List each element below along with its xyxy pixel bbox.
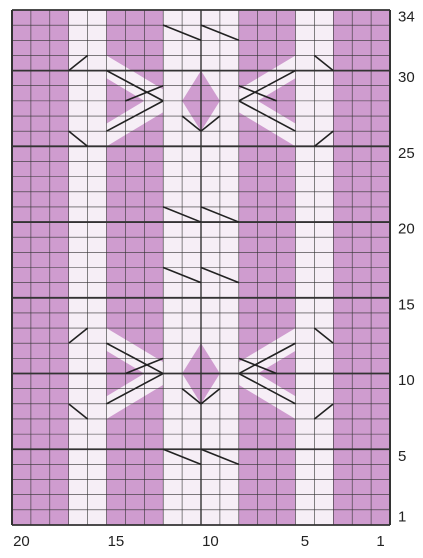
cable-stroke bbox=[200, 388, 221, 405]
cable-stroke bbox=[238, 372, 296, 405]
cable-stroke bbox=[313, 130, 334, 147]
cable-stroke bbox=[238, 342, 296, 375]
row-number: 30 bbox=[398, 69, 415, 86]
row-number: 10 bbox=[398, 372, 415, 389]
cable-stroke bbox=[68, 403, 89, 420]
row-number: 25 bbox=[398, 145, 415, 162]
cable-stroke bbox=[68, 130, 89, 147]
cable-stroke bbox=[200, 266, 240, 284]
column-number: 15 bbox=[108, 533, 125, 550]
column-number: 5 bbox=[301, 533, 309, 550]
cable-stroke bbox=[200, 24, 240, 42]
labels: 34 30 25 20 15 10 5 1 20 15 10 5 1 bbox=[13, 9, 415, 550]
column-number: 20 bbox=[13, 533, 30, 550]
cable-stroke bbox=[200, 448, 240, 466]
cable-stroke bbox=[162, 206, 202, 223]
cable-stroke bbox=[200, 115, 221, 132]
row-number: 20 bbox=[398, 221, 415, 238]
cable-stroke bbox=[313, 54, 334, 72]
cable-stroke bbox=[181, 115, 202, 132]
cable-stroke bbox=[238, 69, 296, 102]
cable-stroke bbox=[162, 448, 202, 466]
cable-stroke bbox=[125, 357, 164, 375]
cable-stroke bbox=[200, 206, 240, 223]
cable-stroke bbox=[238, 84, 277, 102]
column-number: 10 bbox=[202, 533, 219, 550]
row-number: 5 bbox=[398, 448, 406, 465]
cable-stroke bbox=[181, 388, 202, 405]
cable-stroke bbox=[106, 372, 164, 405]
cable-stroke bbox=[313, 327, 334, 344]
cable-symbols bbox=[68, 24, 334, 466]
cable-stroke bbox=[162, 266, 202, 284]
row-number: 34 bbox=[398, 9, 415, 26]
cable-stroke bbox=[106, 342, 164, 375]
cable-stroke bbox=[68, 327, 89, 344]
cable-stroke bbox=[313, 403, 334, 420]
row-number: 1 bbox=[398, 508, 406, 525]
cable-stroke bbox=[106, 69, 164, 102]
cable-stroke bbox=[68, 54, 89, 72]
cable-stroke bbox=[238, 357, 277, 375]
cable-stroke bbox=[162, 24, 202, 42]
cable-stroke bbox=[106, 100, 164, 132]
cable-stroke bbox=[238, 100, 296, 132]
row-number: 15 bbox=[398, 296, 415, 313]
cable-stroke bbox=[125, 84, 164, 102]
column-number: 1 bbox=[376, 533, 384, 550]
